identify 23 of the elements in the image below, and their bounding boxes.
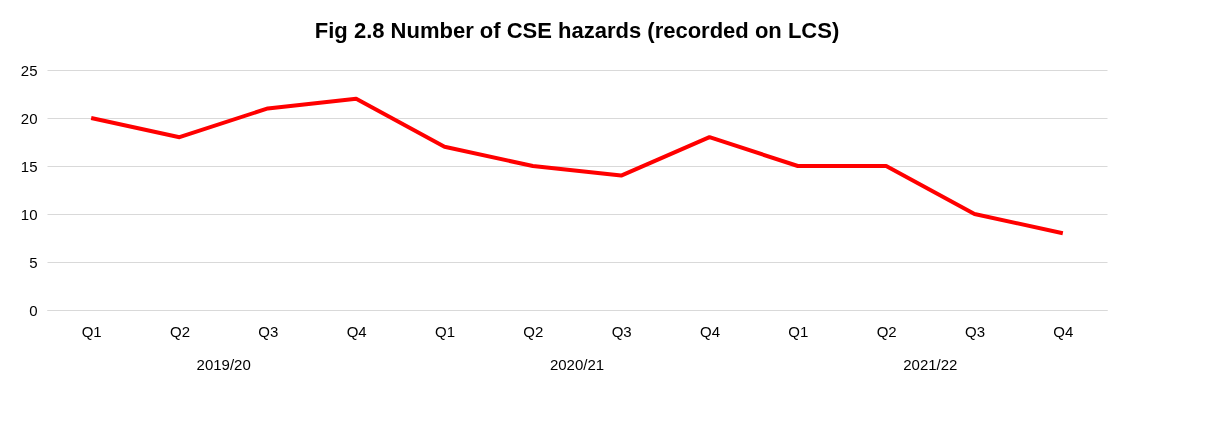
x-tick-label: Q3 (964, 322, 986, 340)
x-tick-label: Q2 (169, 322, 191, 340)
x-tick-label: Q1 (434, 322, 456, 340)
x-tick-label: Q1 (81, 322, 102, 340)
y-tick-label: 5 (29, 253, 38, 271)
y-tick-label: 10 (20, 205, 38, 223)
y-tick-label: 0 (29, 301, 38, 319)
y-tick-label: 20 (20, 109, 38, 127)
line-series (89, 96, 1065, 236)
x-tick-label: Q2 (523, 322, 544, 340)
x-tick-label: Q2 (876, 322, 897, 340)
y-tick-label: 25 (20, 61, 38, 79)
x-tick-label: Q4 (699, 322, 721, 340)
chart-title: Fig 2.8 Number of CSE hazards (recorded on LCS) (314, 18, 840, 43)
text: 2019/20 (196, 356, 251, 373)
x-tick-label: Q3 (258, 322, 279, 340)
x-tick-label: Q1 (788, 322, 809, 340)
y-tick-label: 15 (20, 157, 38, 175)
x-tick-label: Q3 (611, 322, 632, 340)
x-tick-label: Q4 (346, 322, 367, 340)
text: 2021/22 (903, 356, 958, 373)
x-tick-label: Q4 (1053, 322, 1074, 340)
text: 2020/21 (549, 356, 605, 373)
